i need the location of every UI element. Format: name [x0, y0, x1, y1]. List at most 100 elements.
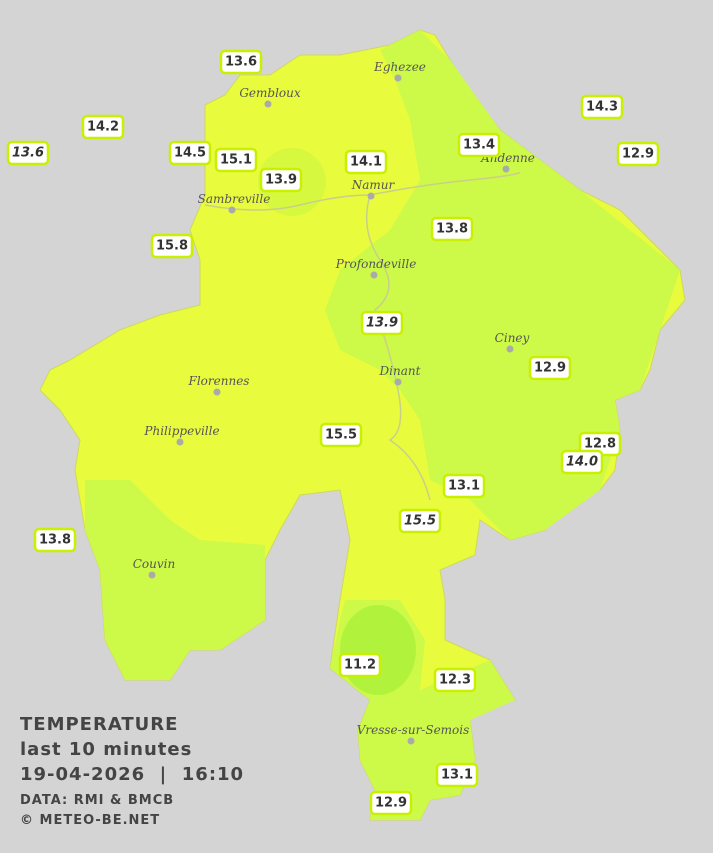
- city-label: Philippeville: [143, 424, 219, 438]
- station-box: [616, 141, 660, 167]
- station: 13.8: [33, 527, 77, 553]
- station-value: 12.9: [534, 361, 566, 376]
- station: 14.3: [580, 94, 624, 120]
- city-label: Namur: [351, 178, 396, 192]
- legend-datetime: 19-04-2026 | 16:10: [20, 764, 244, 785]
- city-dot: [370, 271, 378, 279]
- station-value: 14.2: [87, 120, 119, 135]
- station-box: [33, 527, 77, 553]
- city-dot: [502, 165, 510, 173]
- station: 12.9: [616, 141, 660, 167]
- city-label: Sambreville: [198, 192, 271, 206]
- city-dot: [176, 438, 184, 446]
- station-value: 12.9: [375, 796, 407, 811]
- station: 13.6: [219, 49, 263, 75]
- city-dot: [148, 571, 156, 579]
- city-dot: [367, 192, 375, 200]
- station: 12.9: [528, 355, 572, 381]
- city-dot: [213, 388, 221, 396]
- station-box: [344, 149, 388, 175]
- legend-subtitle: last 10 minutes: [20, 739, 192, 760]
- station-value: 13.8: [436, 222, 468, 237]
- legend-title: TEMPERATURE: [20, 714, 178, 735]
- station: 12.3: [433, 667, 477, 693]
- station-box: [219, 49, 263, 75]
- station-value: 11.2: [344, 658, 376, 673]
- station-box: [214, 147, 258, 173]
- station-box: [560, 449, 604, 475]
- station-box: [338, 652, 382, 678]
- station-box: [433, 667, 477, 693]
- station-box: [398, 508, 442, 534]
- station-box: [150, 233, 194, 259]
- station-box: [81, 114, 125, 140]
- station-value: 12.3: [439, 673, 471, 688]
- station-box: [319, 422, 363, 448]
- station: 14.5: [168, 140, 212, 166]
- station-box: [430, 216, 474, 242]
- station: 13.9: [360, 310, 404, 336]
- station-value: 15.8: [156, 239, 188, 254]
- city-label: Couvin: [133, 557, 175, 571]
- station-box: [435, 762, 479, 788]
- legend-copyright: © METEO-BE.NET: [20, 813, 160, 828]
- station-value: 13.9: [366, 316, 398, 331]
- station-value: 14.3: [586, 100, 618, 115]
- station-value: 13.1: [441, 768, 473, 783]
- legend-source: DATA: RMI & BMCB: [20, 793, 174, 808]
- station-box: [259, 167, 303, 193]
- city-label: Gembloux: [239, 86, 301, 100]
- station: 12.9: [369, 790, 413, 816]
- station: 12.8: [578, 431, 622, 457]
- station: 15.5: [319, 422, 363, 448]
- station-box: [528, 355, 572, 381]
- city-label: Ciney: [495, 331, 530, 345]
- station: 14.2: [81, 114, 125, 140]
- station: 13.8: [430, 216, 474, 242]
- station: 14.0: [560, 449, 604, 475]
- station-box: [6, 140, 50, 166]
- station: 13.9: [259, 167, 303, 193]
- station: 11.2: [338, 652, 382, 678]
- station-value: 14.5: [174, 146, 206, 161]
- city-dot: [394, 74, 402, 82]
- station: 15.5: [398, 508, 442, 534]
- city-label: Eghezee: [373, 60, 426, 74]
- zone-east: [325, 30, 680, 540]
- city-label: Profondeville: [335, 257, 417, 271]
- station-box: [442, 473, 486, 499]
- city-dot: [264, 100, 272, 108]
- legend: TEMPERATURE last 10 minutes 19-04-2026 |…: [20, 714, 244, 828]
- station-box: [168, 140, 212, 166]
- station-box: [580, 94, 624, 120]
- city-label: Vresse-sur-Semois: [357, 723, 470, 737]
- station-value: 15.5: [404, 514, 436, 529]
- city-dot: [394, 378, 402, 386]
- station: 13.1: [435, 762, 479, 788]
- zone-southwest: [85, 480, 265, 680]
- station-value: 12.9: [622, 147, 654, 162]
- station: 13.1: [442, 473, 486, 499]
- station-value: 14.1: [350, 155, 382, 170]
- station-box: [360, 310, 404, 336]
- station-value: 13.1: [448, 479, 480, 494]
- city-label: Florennes: [188, 374, 250, 388]
- station-value: 13.6: [225, 55, 257, 70]
- city-dot: [228, 206, 236, 214]
- station-box: [369, 790, 413, 816]
- station: 15.1: [214, 147, 258, 173]
- station: 13.6: [6, 140, 50, 166]
- station: 13.4: [457, 132, 501, 158]
- city-label: Dinant: [379, 364, 421, 378]
- city-dot: [506, 345, 514, 353]
- zone-cold: [340, 605, 416, 695]
- station-value: 15.1: [220, 153, 252, 168]
- station: 15.8: [150, 233, 194, 259]
- station-value: 13.8: [39, 533, 71, 548]
- city-dot: [407, 737, 415, 745]
- station-value: 13.4: [463, 138, 495, 153]
- station-value: 12.8: [584, 437, 616, 452]
- station-value: 13.9: [265, 173, 297, 188]
- station: 14.1: [344, 149, 388, 175]
